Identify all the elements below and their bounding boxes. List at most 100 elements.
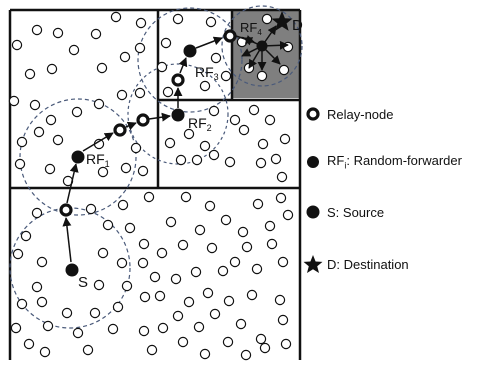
sensor-node <box>282 41 294 53</box>
sensor-node <box>224 156 236 168</box>
sensor-node <box>36 296 48 308</box>
sensor-node <box>222 336 234 348</box>
sensor-node <box>154 290 166 302</box>
sensor-node <box>138 325 150 337</box>
sensor-node <box>275 192 287 204</box>
sensor-node <box>277 256 289 268</box>
sensor-node <box>138 238 150 250</box>
sensor-node <box>39 346 51 358</box>
legend-destination-label: D: Destination <box>327 256 409 272</box>
sensor-node <box>31 207 43 219</box>
sensor-node <box>229 114 241 126</box>
sensor-node <box>240 349 252 361</box>
sensor-node <box>116 257 128 269</box>
sensor-node <box>44 163 56 175</box>
sensor-node <box>90 28 102 40</box>
legend-rf: RFi: Random-forwarder <box>303 151 462 173</box>
sensor-node <box>235 318 247 330</box>
sensor-node <box>130 142 142 154</box>
sensor-node <box>257 138 269 150</box>
range-circle-rf1 <box>19 98 137 216</box>
sensor-node <box>146 344 158 356</box>
sensor-node <box>246 289 258 301</box>
sensor-node <box>143 191 155 203</box>
sensor-node <box>264 114 276 126</box>
label-rf2: RF2 <box>188 115 212 133</box>
sensor-node <box>177 239 189 251</box>
sensor-node <box>259 342 271 354</box>
sensor-node <box>93 279 105 291</box>
sensor-node <box>237 226 249 238</box>
relay-node <box>223 29 237 43</box>
grid-lines <box>8 8 302 360</box>
sensor-node <box>177 336 189 348</box>
sensor-node <box>252 198 264 210</box>
sensor-node <box>193 321 205 333</box>
label-source: S <box>78 274 88 291</box>
sensor-node <box>46 63 58 75</box>
source-node-icon <box>303 202 323 222</box>
sensor-node <box>11 39 23 51</box>
sensor-node <box>190 266 202 278</box>
sensor-node <box>121 280 133 292</box>
sensor-node <box>220 70 232 82</box>
relay-node <box>136 113 150 127</box>
sensor-node <box>36 256 48 268</box>
sensor-node <box>102 219 114 231</box>
sensor-node <box>270 153 282 165</box>
sensor-node <box>82 344 94 356</box>
sensor-node <box>205 16 217 28</box>
relay-node <box>59 203 73 217</box>
sensor-node <box>160 37 172 49</box>
sensor-node <box>229 256 241 268</box>
sensor-node <box>255 333 267 345</box>
sensor-node <box>199 348 211 360</box>
range-circle-rf4 <box>221 5 303 87</box>
sensor-node <box>42 320 54 332</box>
sensor-node <box>45 114 57 126</box>
sensor-node <box>251 263 263 275</box>
sensor-node <box>124 222 136 234</box>
sensor-node <box>157 322 169 334</box>
relay-node <box>171 73 185 87</box>
range-circle-rf3 <box>137 7 243 113</box>
sensor-node <box>137 257 149 269</box>
sensor-node <box>16 136 28 148</box>
sensor-node <box>61 307 73 319</box>
sensor-node <box>255 157 267 169</box>
sensor-node <box>23 338 35 350</box>
legend-rf-label: RFi: Random-forwarder <box>327 153 462 171</box>
sensor-node <box>134 87 146 99</box>
sensor-node <box>162 86 174 98</box>
sensor-node <box>183 296 195 308</box>
label-rf3: RF3 <box>195 64 219 82</box>
sensor-node <box>238 124 250 136</box>
sensor-node <box>223 295 235 307</box>
sensor-node <box>264 220 276 232</box>
sensor-node <box>14 158 26 170</box>
sensor-node <box>164 137 176 149</box>
destination-star-icon <box>271 11 293 31</box>
sensor-node <box>180 191 192 203</box>
sensor-node <box>8 95 20 107</box>
sensor-node <box>107 323 119 335</box>
sensor-node <box>274 294 286 306</box>
sensor-node <box>97 247 109 259</box>
sensor-node <box>137 165 149 177</box>
sensor-node <box>165 216 177 228</box>
sensor-node <box>199 140 211 152</box>
sensor-node <box>202 287 214 299</box>
sensor-node <box>68 44 80 56</box>
sensor-node <box>209 308 221 320</box>
sensor-node <box>220 214 232 226</box>
sensor-node <box>276 171 288 183</box>
sensor-node <box>204 200 216 212</box>
sensor-node <box>261 13 273 25</box>
sensor-node <box>217 265 229 277</box>
sensor-node <box>149 271 161 283</box>
sensor-node <box>282 209 294 221</box>
legend-source-label: S: Source <box>327 204 385 220</box>
sensor-node <box>172 310 184 322</box>
sensor-node <box>248 104 260 116</box>
sensor-node <box>93 98 105 110</box>
